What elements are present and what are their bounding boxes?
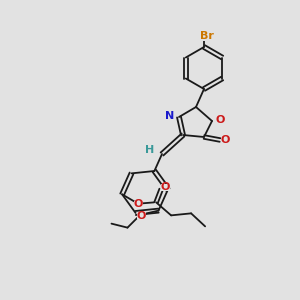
Bar — [146, 146, 154, 154]
Text: O: O — [160, 182, 170, 192]
Text: N: N — [165, 111, 175, 121]
Bar — [160, 184, 169, 191]
Text: H: H — [146, 145, 154, 155]
Bar — [134, 201, 142, 208]
Text: O: O — [220, 135, 230, 145]
Text: O: O — [137, 211, 146, 220]
Bar — [166, 112, 175, 119]
Text: O: O — [134, 200, 143, 209]
Bar — [137, 212, 146, 219]
Text: Br: Br — [200, 31, 214, 41]
Bar — [198, 32, 216, 40]
Bar — [215, 116, 224, 124]
Bar — [220, 136, 230, 143]
Text: O: O — [215, 115, 225, 125]
